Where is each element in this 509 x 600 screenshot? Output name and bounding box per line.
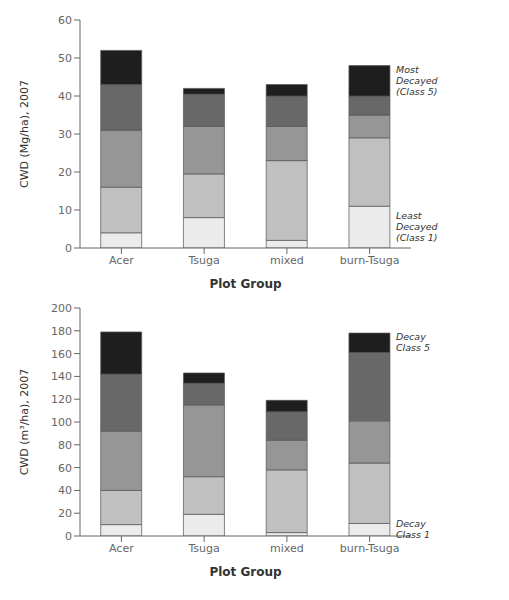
svg-text:DecayClass 5: DecayClass 5 <box>396 331 430 353</box>
svg-text:CWD (Mg/ha), 2007: CWD (Mg/ha), 2007 <box>18 80 31 188</box>
svg-text:mixed: mixed <box>270 542 304 555</box>
svg-text:0: 0 <box>65 242 72 255</box>
svg-text:30: 30 <box>58 128 72 141</box>
svg-text:Acer: Acer <box>109 254 134 267</box>
svg-text:120: 120 <box>51 393 72 406</box>
svg-text:CWD (m³/ha), 2007: CWD (m³/ha), 2007 <box>18 369 31 476</box>
svg-text:Tsuga: Tsuga <box>187 254 219 267</box>
svg-text:40: 40 <box>58 90 72 103</box>
svg-text:Plot Group: Plot Group <box>209 277 282 291</box>
svg-text:10: 10 <box>58 204 72 217</box>
svg-text:50: 50 <box>58 52 72 65</box>
svg-text:LeastDecayed(Class 1): LeastDecayed(Class 1) <box>396 210 439 243</box>
svg-text:160: 160 <box>51 348 72 361</box>
svg-text:Acer: Acer <box>109 542 134 555</box>
svg-text:180: 180 <box>51 325 72 338</box>
svg-text:200: 200 <box>51 302 72 315</box>
svg-text:burn-Tsuga: burn-Tsuga <box>340 254 400 267</box>
svg-text:mixed: mixed <box>270 254 304 267</box>
svg-text:80: 80 <box>58 439 72 452</box>
svg-text:60: 60 <box>58 462 72 475</box>
svg-text:20: 20 <box>58 166 72 179</box>
svg-text:40: 40 <box>58 484 72 497</box>
svg-text:20: 20 <box>58 507 72 520</box>
svg-text:140: 140 <box>51 370 72 383</box>
svg-text:DecayClass 1: DecayClass 1 <box>396 518 430 540</box>
svg-text:burn-Tsuga: burn-Tsuga <box>340 542 400 555</box>
svg-text:100: 100 <box>51 416 72 429</box>
svg-text:Tsuga: Tsuga <box>187 542 219 555</box>
svg-text:Plot Group: Plot Group <box>209 565 282 579</box>
svg-text:0: 0 <box>65 530 72 543</box>
svg-text:MostDecayed(Class 5): MostDecayed(Class 5) <box>396 63 439 96</box>
svg-text:60: 60 <box>58 14 72 27</box>
